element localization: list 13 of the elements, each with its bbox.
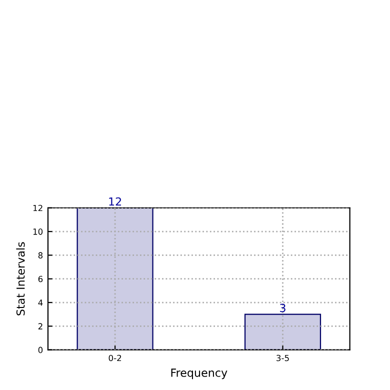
data-label: 3 — [280, 304, 286, 312]
y-tick-label: 10 — [33, 228, 43, 235]
y-tick-label: 8 — [38, 252, 43, 258]
y-axis-title: Stat Intervals — [16, 242, 25, 316]
y-tick-label: 0 — [38, 346, 43, 354]
y-tick-label: 12 — [33, 204, 42, 212]
x-tick-label: 3-5 — [276, 354, 289, 362]
y-tick-label: 4 — [38, 300, 43, 306]
data-label: 12 — [109, 197, 122, 206]
y-tick-label: 6 — [38, 276, 43, 282]
x-axis-title: Frequency — [171, 368, 228, 380]
x-tick-label: 0-2 — [108, 354, 122, 362]
y-tick-label: 2 — [38, 323, 42, 330]
